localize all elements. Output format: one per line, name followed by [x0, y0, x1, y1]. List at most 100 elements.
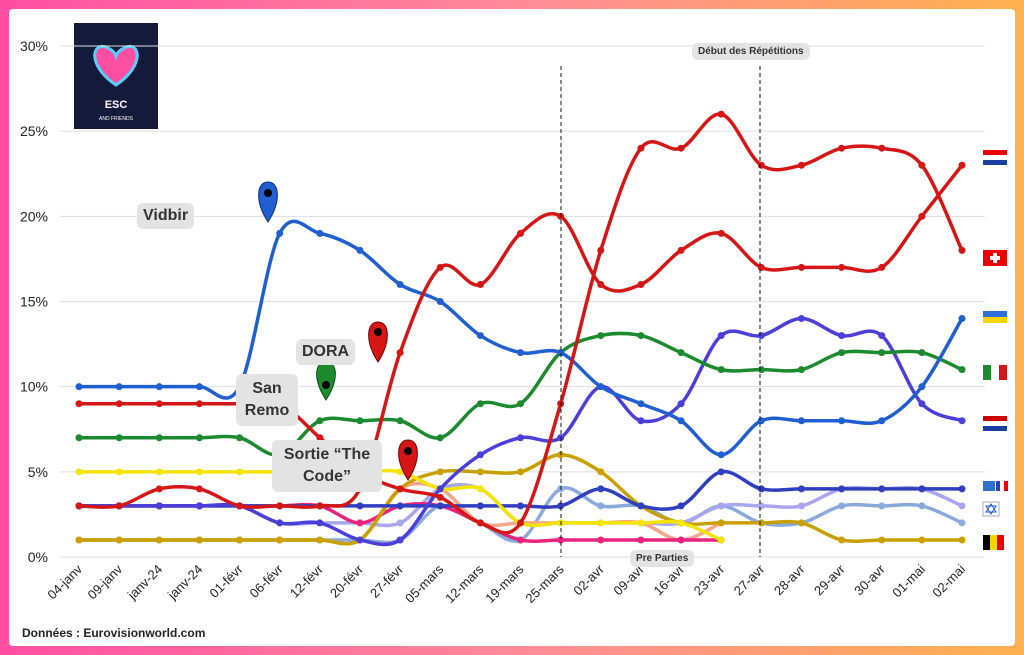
point: [356, 246, 364, 254]
point: [757, 485, 765, 493]
point: [797, 161, 805, 169]
point: [918, 212, 926, 220]
point: [958, 315, 966, 323]
point: [838, 263, 846, 271]
point: [918, 485, 926, 493]
x-tick-label: 02-mai: [929, 561, 968, 600]
point: [396, 519, 404, 527]
point: [396, 536, 404, 544]
x-tick-label: 29-avr: [811, 561, 848, 598]
x-tick-label: 12-févr: [287, 561, 327, 601]
point: [597, 519, 605, 527]
point: [115, 502, 123, 510]
annotation: Pre Parties: [630, 550, 695, 567]
point: [557, 536, 565, 544]
point: [155, 502, 163, 510]
point: [597, 485, 605, 493]
source: Données : Eurovisionworld.com: [22, 626, 205, 640]
point: [838, 417, 846, 425]
point: [356, 536, 364, 544]
point: [797, 519, 805, 527]
point: [838, 349, 846, 357]
point: [436, 434, 444, 442]
point: [878, 536, 886, 544]
point: [597, 502, 605, 510]
point: [757, 332, 765, 340]
y-tick-label: 15%: [20, 294, 48, 310]
point: [476, 519, 484, 527]
point: [637, 144, 645, 152]
point: [717, 468, 725, 476]
point: [637, 400, 645, 408]
point: [195, 383, 203, 391]
point: [276, 229, 284, 237]
point: [476, 451, 484, 459]
point: [717, 519, 725, 527]
point: [396, 280, 404, 288]
point: [517, 434, 524, 442]
y-tick-label: 25%: [20, 123, 48, 139]
point: [436, 493, 444, 501]
point: [115, 434, 123, 442]
series-line: [79, 453, 962, 546]
point: [637, 332, 645, 340]
point: [517, 519, 524, 527]
point: [878, 144, 886, 152]
point: [476, 280, 484, 288]
point: [878, 349, 886, 357]
x-tick-label: 04-janv: [44, 561, 85, 602]
x-tick-label: 20-févr: [327, 561, 367, 601]
point: [75, 400, 83, 408]
point: [597, 536, 605, 544]
point: [517, 229, 524, 237]
point: [75, 536, 83, 544]
point: [918, 502, 926, 510]
point: [757, 502, 765, 510]
point: [396, 417, 404, 425]
point: [958, 536, 966, 544]
point: [316, 417, 324, 425]
point: [717, 451, 725, 459]
annotation: Début des Répétitions: [692, 43, 810, 60]
point: [396, 468, 404, 476]
point: [878, 263, 886, 271]
point: [677, 400, 685, 408]
x-tick-label: janv-24: [124, 562, 165, 603]
point: [476, 468, 484, 476]
annotation: DORA: [296, 339, 356, 365]
x-tick-label: 06-févr: [247, 561, 287, 601]
point: [838, 485, 846, 493]
pins: [258, 181, 418, 481]
point: [436, 298, 444, 305]
point: [476, 502, 484, 510]
point: [195, 434, 203, 442]
point: [757, 366, 765, 374]
point: [918, 383, 926, 391]
point: [958, 519, 966, 527]
point: [517, 502, 524, 510]
point: [878, 417, 886, 425]
point: [597, 332, 605, 340]
point: [958, 485, 966, 493]
point: [557, 502, 565, 510]
point: [75, 434, 83, 442]
point: [797, 263, 805, 271]
x-tick-label: 23-avr: [691, 561, 728, 598]
point: [918, 349, 926, 357]
point: [396, 485, 404, 493]
point: [677, 349, 685, 357]
point: [236, 502, 244, 510]
point: [476, 485, 484, 493]
point: [918, 400, 926, 408]
x-tick-label: 05-mars: [402, 561, 447, 606]
annotation: San Remo: [236, 374, 298, 426]
point: [757, 161, 765, 169]
point: [436, 263, 444, 271]
point: [597, 383, 605, 391]
x-tick-label: 27-févr: [367, 561, 407, 601]
point: [155, 485, 163, 493]
point: [356, 519, 364, 527]
point: [356, 417, 364, 425]
